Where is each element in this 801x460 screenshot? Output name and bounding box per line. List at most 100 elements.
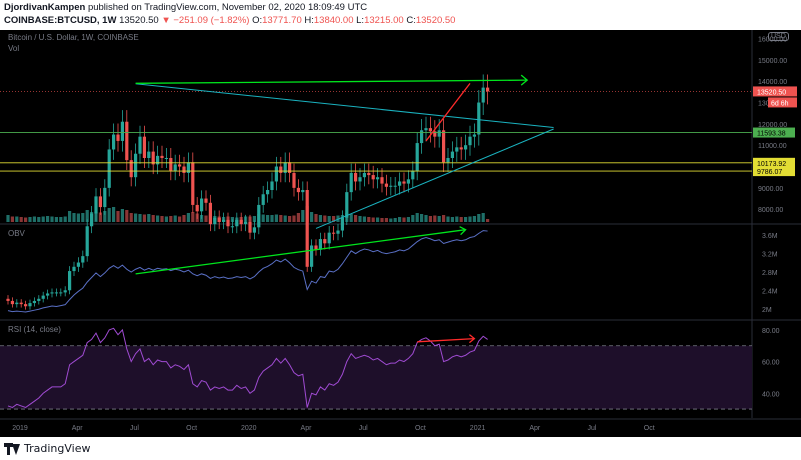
candle-body — [98, 196, 102, 208]
time-tick-label: Oct — [644, 425, 655, 432]
volume-bar — [323, 215, 327, 222]
countdown-tag — [768, 97, 797, 108]
candle-body — [371, 175, 375, 180]
low-value: 13215.00 — [364, 15, 404, 26]
volume-bar — [107, 208, 111, 222]
volume-bar — [486, 219, 490, 222]
price-tick-label: 9000.00 — [758, 186, 783, 193]
volume-bar — [296, 213, 300, 222]
volume-bar — [362, 216, 366, 222]
level-price-label: 9786.07 — [757, 169, 782, 176]
candle-body — [283, 162, 287, 173]
author-name[interactable]: DjordivanKampen — [4, 2, 86, 13]
volume-bar — [252, 216, 256, 222]
candle-body — [367, 172, 371, 176]
candle-body — [186, 162, 190, 173]
candle-body — [213, 217, 217, 225]
candle-body — [310, 245, 314, 267]
candle-body — [24, 304, 28, 307]
low-label: L: — [356, 15, 365, 26]
price-tick-label: 14000.00 — [758, 79, 787, 86]
candle-body — [103, 187, 107, 208]
obv-tick-label: 2M — [762, 307, 772, 314]
candle-body — [173, 164, 177, 171]
chart-area[interactable]: 8000.009000.0010000.0011000.0012000.0013… — [0, 30, 801, 437]
candle-body — [169, 158, 173, 171]
publish-info: published on TradingView.com, November 0… — [87, 2, 368, 13]
volume-bar — [472, 216, 476, 222]
volume-bar — [15, 216, 19, 222]
volume-bar — [376, 217, 380, 222]
time-tick-label: Oct — [415, 425, 426, 432]
tradingview-logo-text: TradingView — [24, 442, 91, 455]
volume-bar — [367, 217, 371, 222]
volume-bar — [266, 215, 270, 222]
volume-bar — [134, 213, 138, 222]
volume-bar — [446, 216, 450, 222]
candle-body — [235, 219, 239, 227]
candle-body — [358, 177, 362, 182]
candle-body — [446, 158, 450, 163]
volume-bar — [420, 214, 424, 222]
volume-bar — [85, 210, 89, 222]
rsi-tick-label: 80.00 — [762, 328, 780, 335]
candle-body — [46, 293, 50, 296]
price-tick-label: 15000.00 — [758, 58, 787, 65]
candle-body — [472, 134, 476, 137]
volume-label: Vol — [8, 44, 20, 53]
candle-body — [406, 179, 410, 184]
time-tick-label: Apr — [301, 425, 313, 432]
candle-body — [37, 298, 41, 301]
volume-bar — [24, 217, 28, 222]
volume-bar — [274, 214, 278, 222]
currency-badge[interactable]: USD — [768, 32, 789, 41]
time-tick-label: Jul — [359, 425, 368, 432]
volume-bar — [349, 214, 353, 222]
tradingview-logo-icon — [4, 442, 20, 455]
volume-bar — [261, 214, 265, 222]
candle-body — [248, 222, 252, 233]
candle-body — [134, 153, 138, 178]
volume-bar — [191, 212, 195, 222]
candle-body — [200, 198, 204, 212]
last-price-tag — [753, 86, 797, 97]
time-tick-label: 2020 — [241, 425, 257, 432]
level-price-label: 10173.92 — [757, 161, 786, 168]
volume-bar — [389, 218, 393, 222]
volume-bar — [182, 215, 186, 222]
candle-body — [345, 192, 349, 218]
time-tick-label: 2019 — [12, 425, 28, 432]
volume-bar — [72, 213, 76, 222]
price-change: ▼ −251.09 (−1.82%) — [161, 15, 250, 26]
candle-body — [151, 151, 155, 165]
candle-body — [296, 187, 300, 193]
volume-bar — [178, 216, 182, 222]
candle-body — [336, 230, 340, 234]
candle-body — [182, 166, 186, 173]
time-tick-label: Jul — [588, 425, 597, 432]
volume-bar — [270, 215, 274, 222]
chart-canvas[interactable]: 8000.009000.0010000.0011000.0012000.0013… — [0, 30, 801, 437]
obv-trend-arrow-line — [135, 229, 466, 275]
volume-bar — [37, 217, 41, 222]
obv-line — [7, 230, 488, 313]
candle-body — [50, 292, 54, 294]
volume-bar — [442, 215, 446, 222]
candle-body — [142, 136, 146, 158]
level-price-label: 11593.38 — [757, 131, 786, 138]
candle-body — [389, 185, 393, 187]
rsi-divergence-arrow-line — [417, 337, 475, 343]
candle-body — [270, 181, 274, 190]
volume-bar — [318, 215, 322, 222]
volume-bar — [32, 216, 36, 222]
tradingview-logo[interactable]: TradingView — [4, 442, 90, 455]
candle-body — [420, 130, 424, 144]
rsi-label: RSI (14, close) — [8, 325, 61, 334]
volume-bar — [164, 216, 168, 222]
volume-bar — [428, 216, 432, 222]
volume-bar — [138, 214, 142, 222]
candle-body — [468, 136, 472, 146]
candle-body — [398, 181, 402, 186]
candle-body — [28, 303, 32, 307]
candle-body — [354, 172, 358, 182]
